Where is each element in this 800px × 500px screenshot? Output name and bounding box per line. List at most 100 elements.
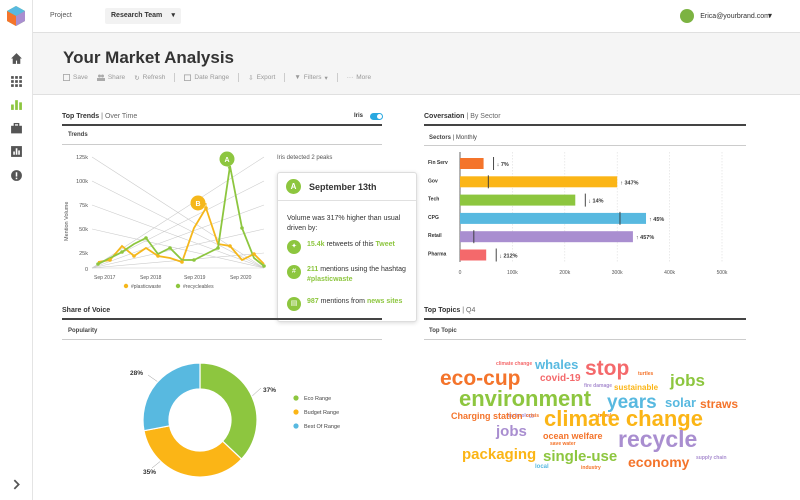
more-label: More [356, 74, 372, 81]
filters-button[interactable]: ▼ Filters ▾ [294, 74, 327, 82]
word-crisis[interactable]: crisis [526, 413, 540, 419]
word-eco-cup[interactable]: eco-cup [440, 367, 521, 390]
more-button[interactable]: ··· More [347, 74, 371, 81]
word-solar[interactable]: solar [665, 395, 697, 410]
word-sustainable[interactable]: sustainable [614, 383, 659, 392]
word-stop[interactable]: stop [585, 357, 630, 380]
word-industry[interactable]: industry [581, 465, 601, 471]
date-range-button[interactable]: Date Range [184, 74, 229, 81]
iris-toggle-label: Iris [354, 113, 364, 119]
trends-subtitle-text: Over Time [104, 113, 138, 120]
word-climate-change[interactable]: climate change [544, 406, 703, 431]
tooltip-row-news: ▤ 987 mentions from news sites [287, 297, 402, 311]
briefcase-nav[interactable] [0, 117, 33, 139]
tooltip-row-retweets-text: 15.4k retweets of this Tweet [307, 240, 395, 254]
x-tick-label: 400k [664, 270, 675, 276]
share-button[interactable]: Share [96, 74, 126, 81]
word-charging[interactable]: Charging station [451, 411, 523, 421]
word-jobs-big[interactable]: jobs [670, 371, 705, 390]
tooltip-row-retweets: ✦ 15.4k retweets of this Tweet [287, 240, 395, 254]
word-technology[interactable]: technology [508, 413, 535, 419]
word-environment[interactable]: environment [459, 386, 592, 411]
word-local[interactable]: local [535, 464, 549, 470]
hashtag-text: mentions using the hashtag [318, 266, 406, 273]
peak-b-marker[interactable] [190, 195, 206, 211]
word-ocean-welfare[interactable]: ocean welfare [543, 431, 603, 441]
user-menu[interactable]: Erica@yourbrand.com [680, 9, 770, 23]
peak-a-marker[interactable] [219, 151, 235, 167]
sov-divider [62, 318, 382, 320]
tooltip-marker: A [286, 179, 301, 194]
word-fire-damage[interactable]: fire damage [584, 383, 613, 389]
briefcase-icon [11, 122, 22, 133]
sov-subdivider [62, 339, 382, 340]
toolbar-divider [238, 73, 240, 82]
word-supply-chain[interactable]: supply chain [696, 455, 727, 461]
reports-nav[interactable] [0, 140, 33, 162]
alerts-nav[interactable] [0, 164, 33, 186]
word-travel[interactable]: travel [598, 413, 612, 419]
analytics-nav[interactable] [0, 93, 33, 115]
word-years[interactable]: years [607, 392, 657, 413]
refresh-label: Refresh [142, 74, 166, 81]
peak-a-label: A [224, 157, 229, 164]
toolbar-divider [174, 73, 176, 82]
word-recycle[interactable]: recycle [618, 426, 698, 452]
word-jobs[interactable]: jobs [496, 423, 527, 440]
grid-icon [11, 75, 22, 87]
chevron-down-icon: ▾ [171, 12, 175, 19]
tooltip-header: A September 13th [278, 173, 416, 201]
refresh-button[interactable]: ↻ Refresh [134, 74, 165, 82]
word-straws[interactable]: straws [700, 397, 739, 411]
word-packaging[interactable]: packaging [462, 446, 537, 463]
donut-slice-budget-range[interactable] [143, 425, 243, 478]
category-label: Fin Serv [428, 160, 448, 166]
donut-slice-best-of-range[interactable] [142, 362, 201, 432]
ytick: 0 [85, 267, 88, 273]
conversation-subheader: Sectors | Monthly [429, 135, 477, 141]
peak-b-label: B [195, 201, 200, 208]
user-menu-chevron-icon[interactable]: ▾ [767, 11, 772, 20]
word-climate-change-small[interactable]: climate change [496, 361, 533, 367]
word-save-water[interactable]: save water [550, 441, 576, 447]
word-turtles[interactable]: turtles [638, 371, 654, 377]
peak-a-stem [227, 165, 231, 173]
tweet-link[interactable]: Tweet [375, 241, 395, 248]
word-whales[interactable]: whales [535, 357, 579, 372]
category-label: Tech [428, 197, 439, 203]
sector-bar[interactable] [460, 158, 484, 169]
expand-sidebar[interactable] [0, 473, 33, 495]
topics-divider [424, 318, 746, 320]
iris-toggle[interactable] [370, 113, 383, 120]
export-button[interactable]: ⇩ Export [248, 74, 275, 82]
sov-donut-chart: 28% 37% 35% Eco Range Budget Range Best … [130, 362, 340, 478]
project-select[interactable]: Research Team ▾ [105, 8, 181, 24]
tooltip-row-hashtag: #211 mentions using the hashtag #plastic… [287, 265, 415, 285]
sov-title: Share of Voice [62, 307, 111, 314]
news-link[interactable]: news sites [366, 298, 403, 305]
save-button[interactable]: Save [63, 74, 88, 81]
change-label: ↑ 45% [649, 217, 664, 223]
conversation-subtitle-text: By Sector [470, 113, 501, 120]
x-tick-label: 100k [507, 270, 518, 276]
share-label: Share [107, 74, 126, 81]
sector-bar[interactable] [460, 176, 618, 188]
sector-bar[interactable] [460, 212, 647, 224]
apps-nav[interactable] [0, 70, 33, 92]
hashtag-link[interactable]: #plasticwaste [307, 276, 353, 283]
word-single-use[interactable]: single-use [543, 448, 618, 465]
sector-bar[interactable] [460, 249, 487, 261]
refresh-icon: ↻ [134, 74, 140, 82]
word-economy[interactable]: economy [628, 454, 690, 470]
sector-bar[interactable] [460, 194, 576, 206]
legend-eco: Eco Range [304, 396, 331, 402]
donut-slice-eco-range[interactable] [199, 362, 258, 460]
legend-budget: Budget Range [304, 410, 339, 416]
category-label: Pharma [428, 252, 447, 258]
toolbar-divider [284, 73, 286, 82]
sector-bar[interactable] [460, 231, 633, 243]
xtick: Sep 2018 [140, 275, 162, 281]
home-nav[interactable] [0, 47, 33, 69]
conversation-divider [424, 124, 746, 126]
word-covid[interactable]: covid-19 [540, 373, 581, 384]
